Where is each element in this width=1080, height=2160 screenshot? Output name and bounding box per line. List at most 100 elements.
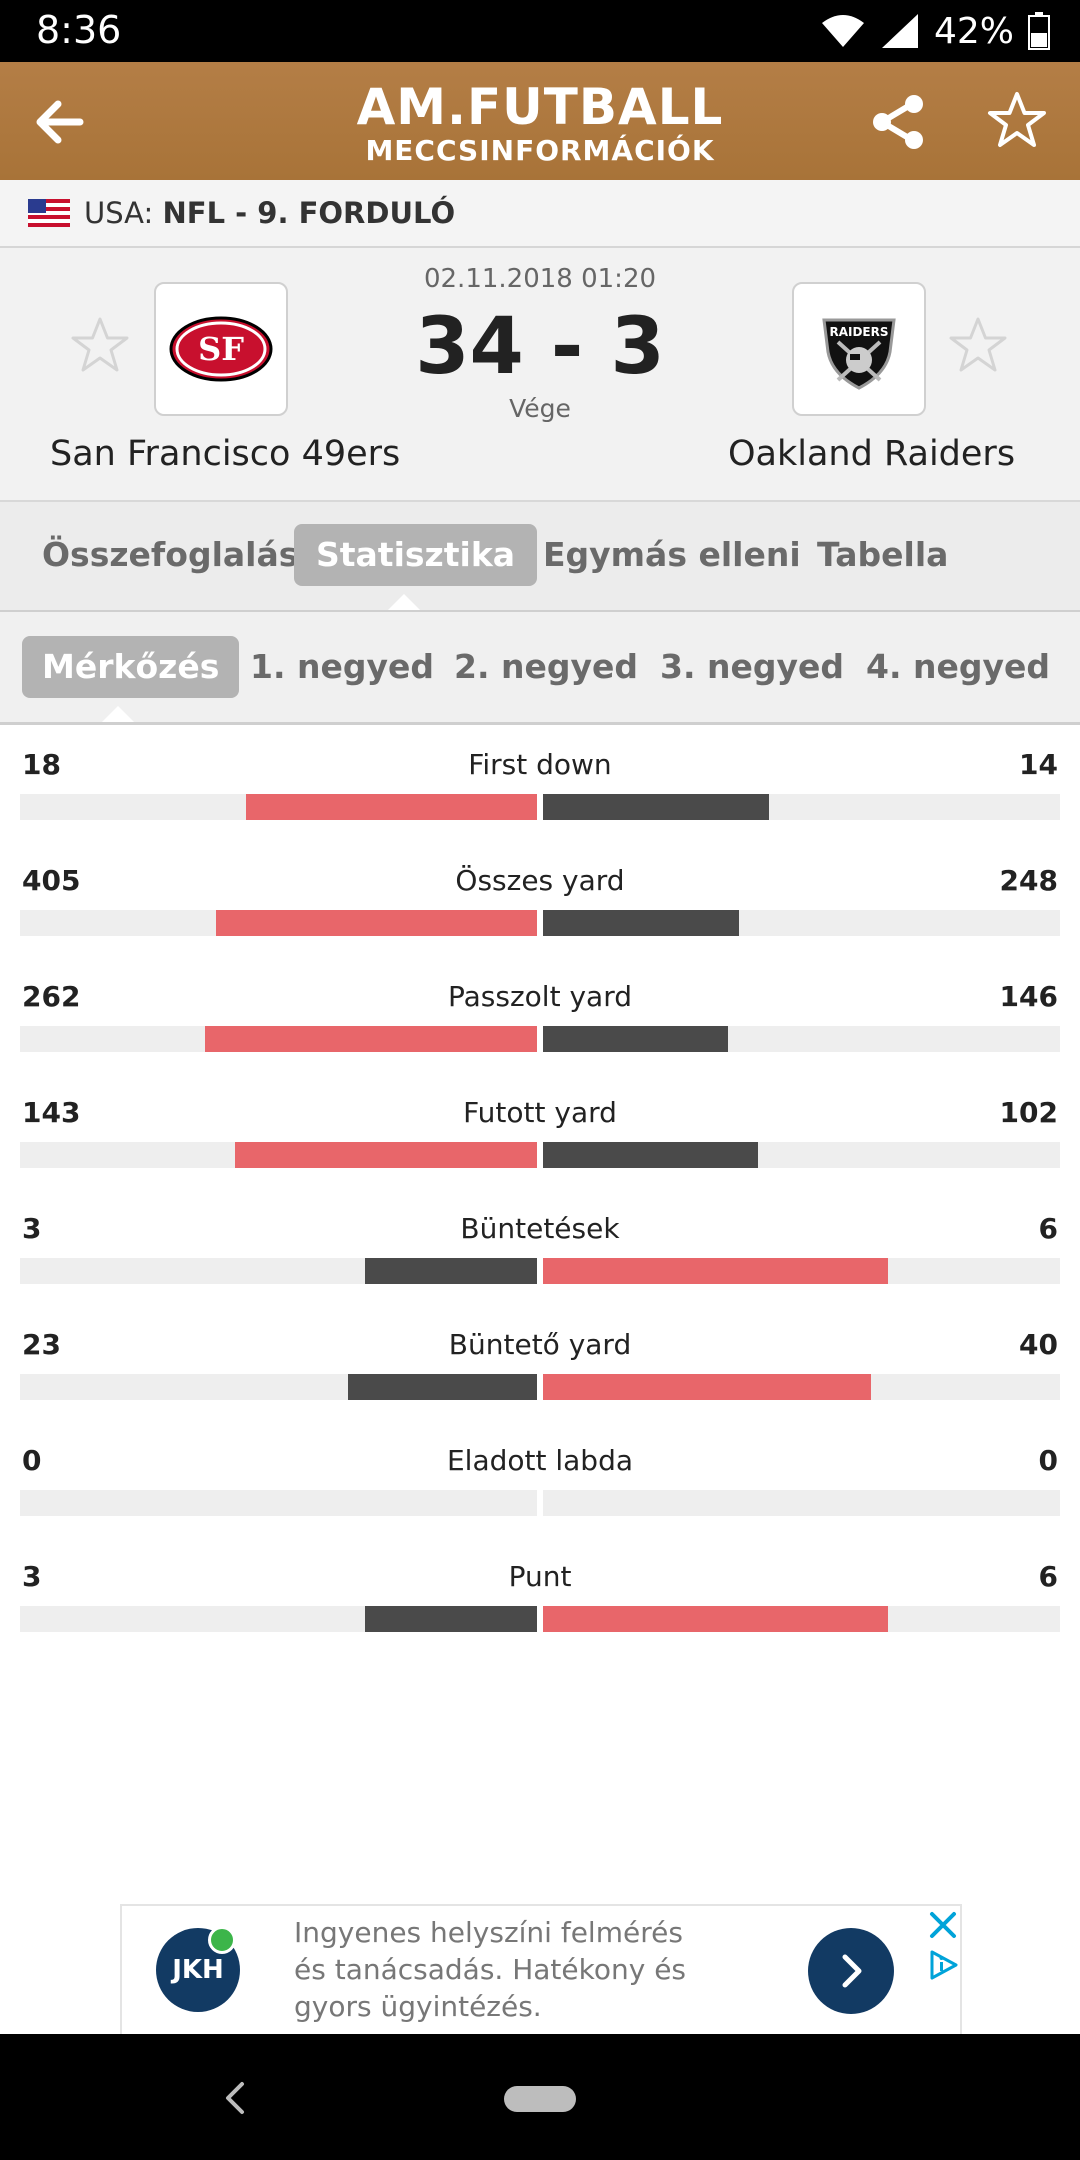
league-country: USA: — [84, 196, 154, 230]
stat-away-track — [543, 794, 1060, 820]
ad-info-icon[interactable] — [926, 1948, 960, 1982]
wifi-icon — [821, 15, 864, 47]
stat-away-track — [543, 1142, 1060, 1168]
stat-row: 3 Büntetések 6 — [0, 1204, 1080, 1320]
stat-home-value: 23 — [22, 1328, 61, 1361]
match-status: Vége — [509, 394, 571, 423]
main-tabs: Összefoglalás Statisztika Egymás elleni … — [0, 502, 1080, 613]
league-competition: NFL - 9. FORDULÓ — [162, 196, 456, 230]
share-icon[interactable] — [868, 92, 928, 152]
stat-away-value: 6 — [1038, 1560, 1058, 1593]
clock: 8:36 — [36, 8, 122, 52]
stat-home-track — [20, 1142, 537, 1168]
tab-statistics[interactable]: Statisztika — [294, 524, 538, 586]
stat-away-bar — [543, 1142, 758, 1168]
stat-away-track — [543, 1606, 1060, 1632]
match-score: 34 - 3 — [415, 302, 665, 392]
chevron-right-icon — [842, 1954, 862, 1988]
stat-home-bar — [365, 1606, 537, 1632]
subtab-quarter-2[interactable]: 2. negyed — [454, 647, 638, 686]
stat-home-bar — [205, 1026, 537, 1052]
usa-flag-icon — [28, 199, 70, 227]
home-team-logo[interactable]: SF — [154, 282, 288, 416]
stat-away-bar — [543, 1026, 728, 1052]
stat-name: Büntetések — [460, 1212, 620, 1245]
stat-name: Punt — [508, 1560, 572, 1593]
stat-name: Passzolt yard — [448, 980, 632, 1013]
stat-row: 143 Futott yard 102 — [0, 1088, 1080, 1204]
stat-name: Eladott labda — [446, 1444, 634, 1477]
subtab-quarter-1[interactable]: 1. negyed — [250, 647, 434, 686]
stat-home-track — [20, 1258, 537, 1284]
nav-back-icon[interactable] — [220, 2080, 250, 2116]
stat-row: 405 Összes yard 248 — [0, 856, 1080, 972]
subtab-quarter-3[interactable]: 3. negyed — [660, 647, 844, 686]
stat-home-value: 3 — [22, 1212, 42, 1245]
stat-away-track — [543, 1026, 1060, 1052]
subtab-quarter-4[interactable]: 4. negyed — [866, 647, 1050, 686]
status-icons: 42% — [820, 6, 1050, 56]
stat-home-value: 3 — [22, 1560, 42, 1593]
ad-open-button[interactable] — [808, 1928, 894, 2014]
stat-row: 18 First down 14 — [0, 740, 1080, 856]
system-nav-bar — [0, 2034, 1080, 2160]
stat-away-bar — [543, 794, 769, 820]
stat-home-value: 405 — [22, 864, 81, 897]
ad-logo-dot — [208, 1926, 236, 1954]
away-team-logo[interactable]: RAIDERS — [792, 282, 926, 416]
stat-away-value: 6 — [1038, 1212, 1058, 1245]
league-label: USA: NFL - 9. FORDULÓ — [84, 196, 455, 230]
subtab-match[interactable]: Mérkőzés — [22, 636, 240, 698]
stat-away-track — [543, 1258, 1060, 1284]
active-subtab-caret — [102, 706, 134, 722]
away-team-name[interactable]: Oakland Raiders — [728, 434, 1016, 474]
stat-home-value: 143 — [22, 1096, 81, 1129]
stat-away-bar — [543, 1374, 871, 1400]
stat-home-value: 18 — [22, 748, 61, 781]
stat-home-track — [20, 794, 537, 820]
away-team-favorite-star-icon[interactable] — [946, 314, 1010, 378]
stat-away-value: 248 — [999, 864, 1058, 897]
stat-home-bar — [246, 794, 537, 820]
stat-home-bar — [216, 910, 537, 936]
stat-home-track — [20, 1490, 537, 1516]
stat-home-track — [20, 1026, 537, 1052]
stat-row: 3 Punt 6 — [0, 1552, 1080, 1668]
battery-level: 42% — [933, 10, 1014, 52]
stat-row: 0 Eladott labda 0 — [0, 1436, 1080, 1552]
home-team-favorite-star-icon[interactable] — [68, 314, 132, 378]
stat-home-bar — [235, 1142, 537, 1168]
home-team-name[interactable]: San Francisco 49ers — [50, 434, 401, 474]
ad-banner[interactable]: JKH Ingyenes helyszíni felmérés és tanác… — [120, 1904, 962, 2036]
nav-home-pill[interactable] — [504, 2086, 576, 2112]
ad-text: Ingyenes helyszíni felmérés és tanácsadá… — [294, 1916, 687, 2023]
stat-away-bar — [543, 1258, 888, 1284]
stat-name: Büntető yard — [448, 1328, 632, 1361]
stat-away-bar — [543, 910, 739, 936]
stat-row: 23 Büntető yard 40 — [0, 1320, 1080, 1436]
away-logo-text: RAIDERS — [829, 325, 888, 339]
stat-away-value: 146 — [999, 980, 1058, 1013]
stat-away-bar — [543, 1606, 888, 1632]
match-header: SF San Francisco 49ers 02.11.2018 01:20 … — [0, 248, 1080, 502]
home-logo-text: SF — [198, 330, 244, 368]
stat-home-track — [20, 1606, 537, 1632]
favorite-star-icon[interactable] — [986, 90, 1048, 152]
stat-home-bar — [365, 1258, 537, 1284]
tab-standings[interactable]: Tabella — [817, 535, 949, 574]
back-arrow-icon[interactable] — [30, 92, 90, 152]
match-datetime: 02.11.2018 01:20 — [423, 264, 657, 294]
stat-home-track — [20, 1374, 537, 1400]
page-subtitle: MECCSINFORMÁCIÓK — [365, 134, 715, 167]
stat-away-value: 14 — [1019, 748, 1058, 781]
tab-summary[interactable]: Összefoglalás — [42, 535, 299, 574]
tab-head-to-head[interactable]: Egymás elleni — [543, 535, 801, 574]
stat-away-track — [543, 1490, 1060, 1516]
stat-name: Összes yard — [455, 864, 625, 897]
league-row[interactable]: USA: NFL - 9. FORDULÓ — [0, 180, 1080, 248]
stat-away-value: 102 — [999, 1096, 1058, 1129]
ad-close-icon[interactable] — [926, 1908, 960, 1942]
status-bar: 8:36 42% — [0, 0, 1080, 62]
stat-away-track — [543, 910, 1060, 936]
stat-row: 262 Passzolt yard 146 — [0, 972, 1080, 1088]
